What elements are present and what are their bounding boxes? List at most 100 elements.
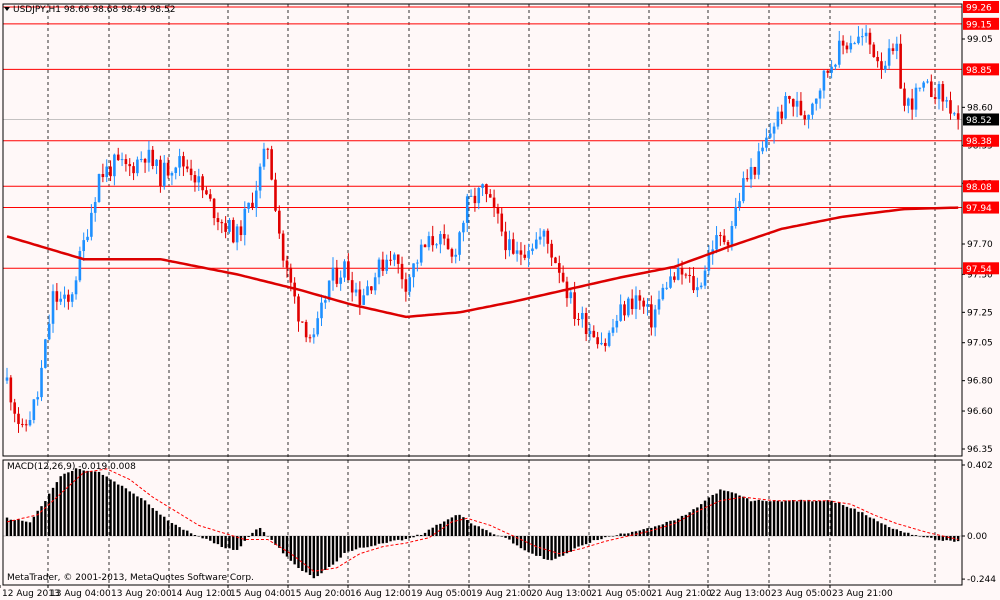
macd-bar xyxy=(408,536,411,538)
macd-bar xyxy=(101,474,105,536)
macd-bar xyxy=(861,512,864,536)
candle-body xyxy=(278,210,281,234)
candle-body xyxy=(492,197,496,208)
macd-bar xyxy=(680,515,684,536)
macd-bar xyxy=(565,536,569,554)
macd-bar xyxy=(910,534,914,536)
price-tick-label: 99.05 xyxy=(967,35,993,45)
candle-body xyxy=(477,188,481,204)
candle-body xyxy=(673,276,676,280)
candle-body xyxy=(922,82,925,88)
time-label: 12 Aug 2013 xyxy=(2,589,60,599)
macd-bar xyxy=(216,536,220,545)
candle-body xyxy=(366,286,369,296)
macd-bar xyxy=(761,500,764,536)
candle-body xyxy=(745,178,749,180)
candle-body xyxy=(768,133,772,138)
candle-body xyxy=(159,159,162,187)
level-price-label: 98.08 xyxy=(966,183,992,193)
candle-body xyxy=(67,294,70,302)
macd-bar xyxy=(389,536,392,542)
level-price-tag xyxy=(963,201,999,214)
candle-body xyxy=(619,304,622,321)
macd-bar xyxy=(228,536,231,549)
macd-bar xyxy=(446,519,450,536)
candle-body xyxy=(661,287,665,300)
time-label: 19 Aug 05:00 xyxy=(411,589,472,599)
candle-body xyxy=(730,225,734,246)
macd-bar xyxy=(205,536,208,539)
candle-body xyxy=(554,257,557,264)
macd-bar xyxy=(515,536,519,546)
level-price-tag xyxy=(963,17,999,30)
price-tick-label: 97.05 xyxy=(967,339,993,349)
macd-bar xyxy=(55,482,59,536)
candle-body xyxy=(393,254,396,260)
candle-body xyxy=(347,261,350,281)
price-tick-label: 96.35 xyxy=(967,445,993,455)
macd-bar xyxy=(792,500,795,536)
macd-bar xyxy=(834,502,837,536)
time-label: 23 Aug 05:00 xyxy=(771,589,832,599)
candle-body xyxy=(531,248,534,252)
candle-body xyxy=(949,100,952,114)
candle-body xyxy=(408,277,412,292)
macd-bar xyxy=(289,536,293,561)
candle-body xyxy=(592,330,596,338)
macd-bar xyxy=(304,536,308,573)
level-price-label: 98.38 xyxy=(966,137,992,147)
candle-body xyxy=(235,226,239,243)
macd-bar xyxy=(477,526,480,536)
chart-menu-triangle-icon[interactable] xyxy=(4,7,10,11)
macd-bar xyxy=(753,500,757,536)
candle-body xyxy=(930,81,933,98)
candle-body xyxy=(811,103,814,115)
candle-body xyxy=(416,262,419,264)
candle-body xyxy=(880,61,883,70)
macd-bar xyxy=(59,476,62,536)
candle-body xyxy=(197,176,201,183)
candle-body xyxy=(247,202,250,209)
macd-bar xyxy=(293,536,296,565)
macd-bar xyxy=(308,536,312,575)
candle-body xyxy=(542,230,546,237)
candle-body xyxy=(722,235,726,243)
candle-body xyxy=(584,313,588,335)
candle-body xyxy=(446,238,450,250)
macd-bar xyxy=(546,536,549,560)
macd-bar xyxy=(163,516,166,536)
candle-body xyxy=(650,304,653,328)
price-panel-frame xyxy=(2,3,963,457)
macd-bar xyxy=(78,469,82,536)
macd-bar xyxy=(807,499,810,536)
candle-body xyxy=(370,286,373,291)
candle-body xyxy=(435,244,438,246)
candle-body xyxy=(791,98,795,107)
macd-bar xyxy=(841,505,845,536)
panel-frames xyxy=(2,3,963,586)
candle-body xyxy=(826,70,830,73)
candle-body xyxy=(807,114,810,120)
macd-bar xyxy=(301,536,304,571)
candle-body xyxy=(853,43,856,45)
macd-bar xyxy=(945,536,948,541)
candle-body xyxy=(450,249,454,257)
candle-body xyxy=(899,43,902,89)
macd-bar xyxy=(492,534,496,536)
macd-bar xyxy=(350,536,354,551)
candle-body xyxy=(857,36,860,44)
macd-bar xyxy=(523,536,526,551)
candle-body xyxy=(953,113,956,115)
macd-bar xyxy=(362,536,365,548)
macd-bar xyxy=(324,536,327,570)
candle-body xyxy=(458,232,461,255)
candle-body xyxy=(109,166,112,177)
macd-bar xyxy=(9,519,13,536)
macd-bar xyxy=(623,533,626,536)
macd-bar xyxy=(297,536,300,569)
macd-bar xyxy=(581,536,584,546)
candle-body xyxy=(534,239,538,249)
macd-bar xyxy=(561,536,565,556)
